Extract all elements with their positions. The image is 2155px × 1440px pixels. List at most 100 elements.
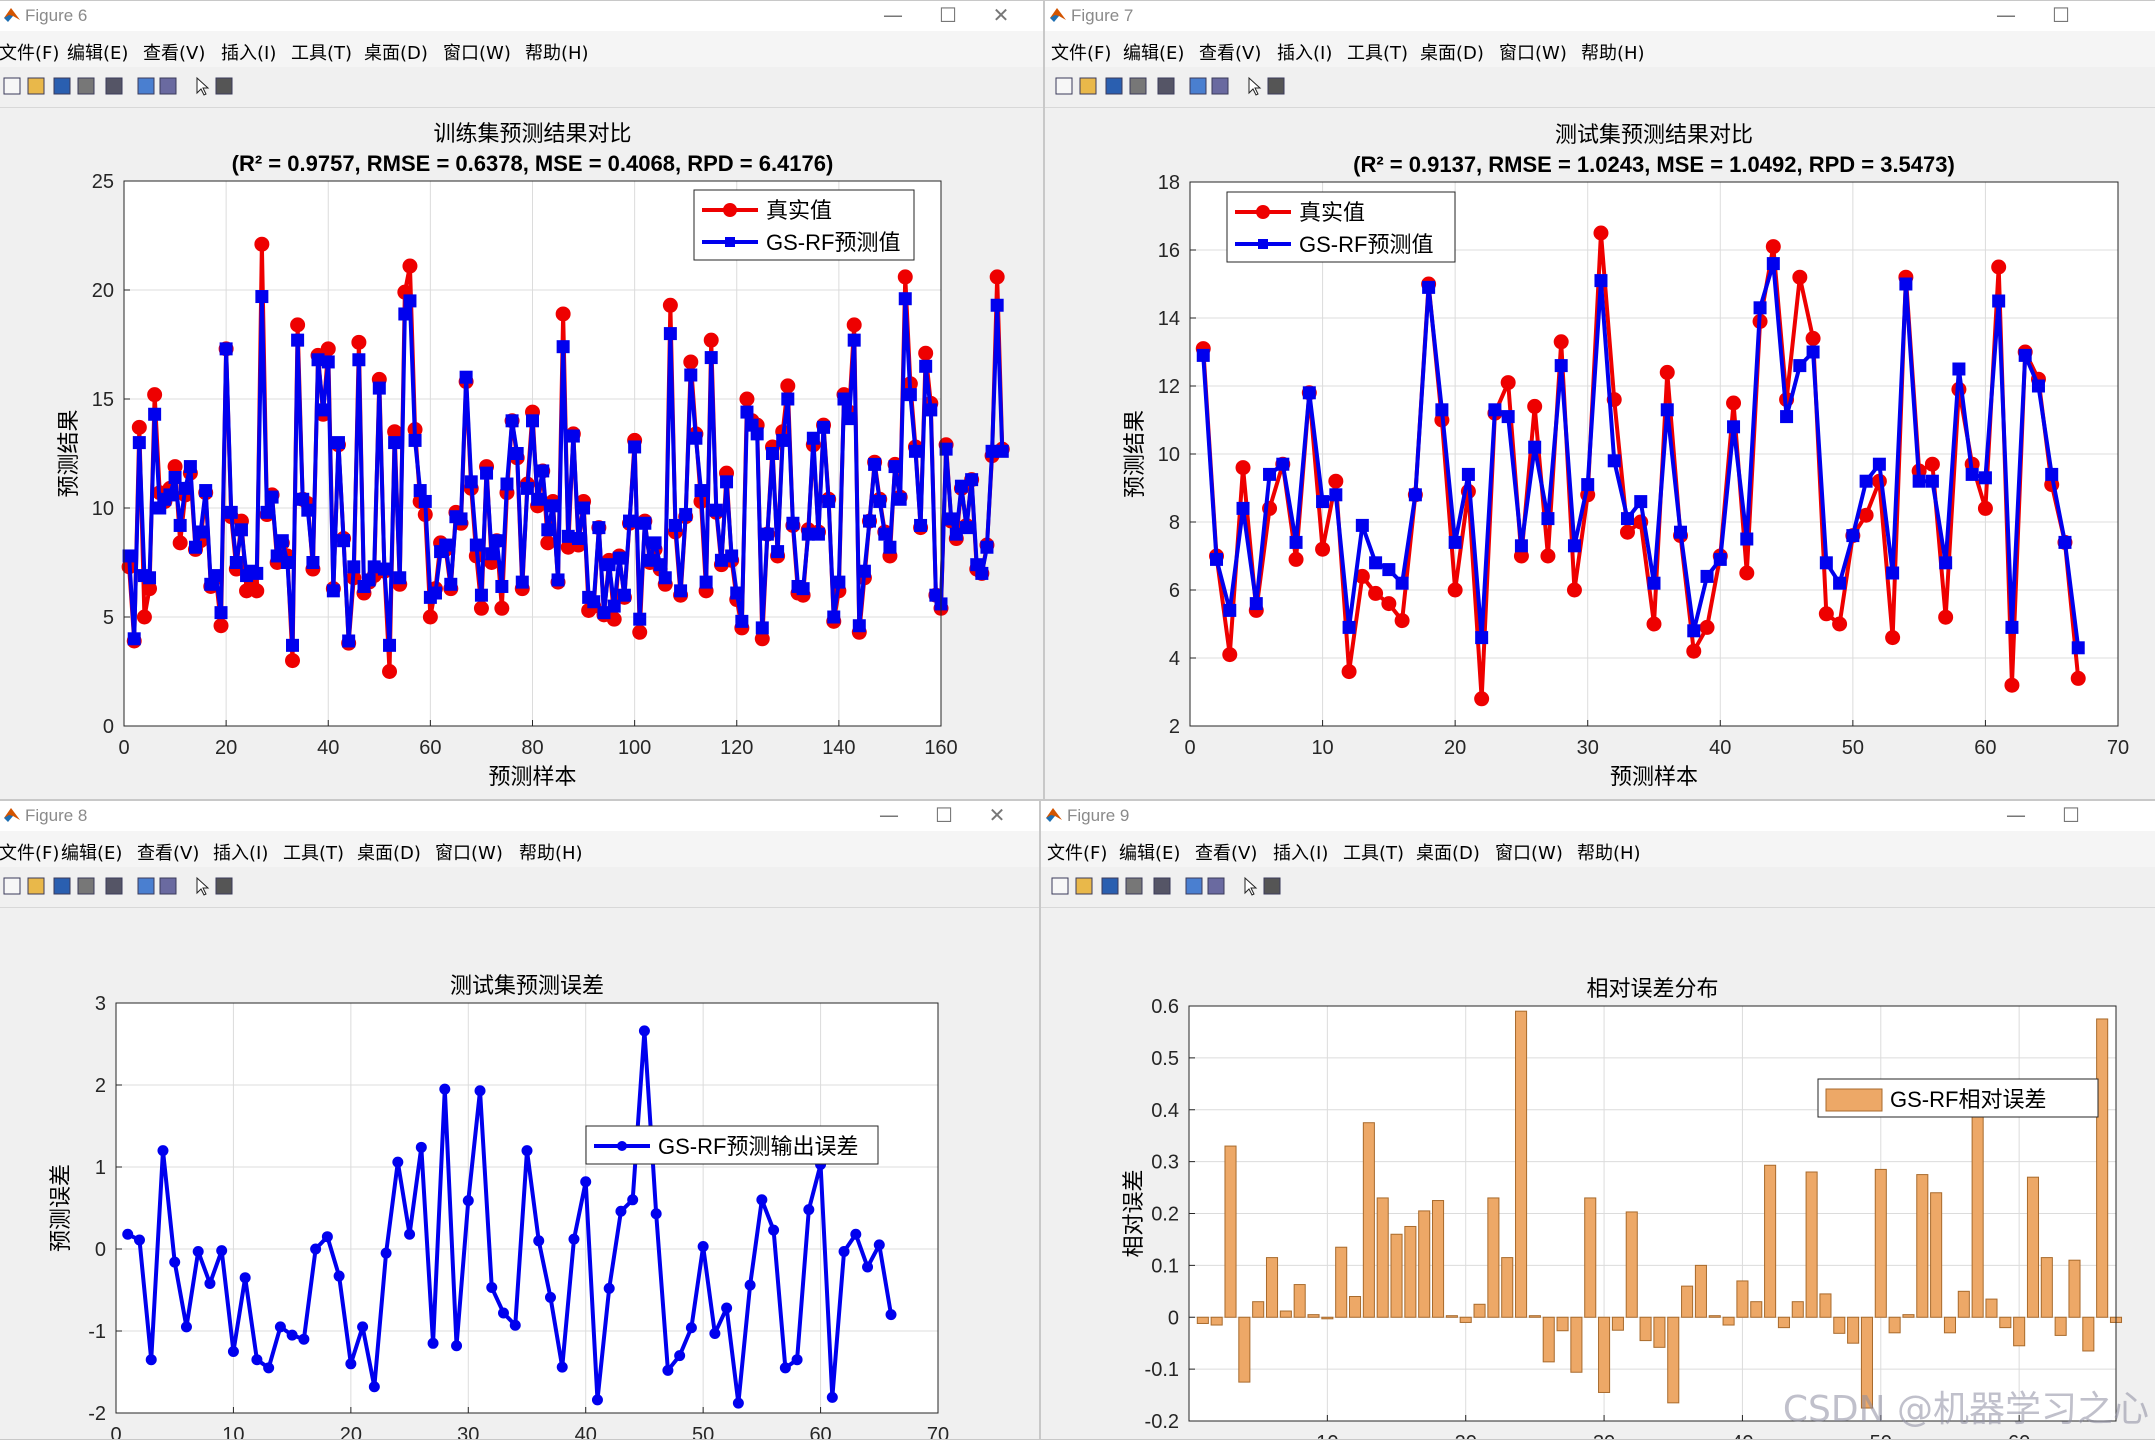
menu-window[interactable]: 窗口(W) — [435, 843, 503, 864]
menu-window[interactable]: 窗口(W) — [1499, 43, 1567, 64]
figure-6-window[interactable]: Figure 6 — ☐ ✕ 文件(F) 编辑(E) 查看(V) 插入(I) 工… — [0, 0, 1044, 800]
menu-file[interactable]: 文件(F) — [1047, 843, 1108, 864]
save-icon[interactable] — [51, 875, 73, 897]
property-inspector-icon[interactable] — [213, 75, 235, 97]
menu-insert[interactable]: 插入(I) — [1273, 843, 1329, 864]
menu-window[interactable]: 窗口(W) — [1495, 843, 1563, 864]
property-inspector-icon[interactable] — [1261, 875, 1283, 897]
colorbar-icon[interactable] — [135, 75, 157, 97]
menu-edit[interactable]: 编辑(E) — [1123, 43, 1185, 64]
new-file-icon[interactable] — [1049, 875, 1071, 897]
menu-view[interactable]: 查看(V) — [137, 843, 200, 864]
menu-tools[interactable]: 工具(T) — [1347, 43, 1409, 64]
minimize-button[interactable]: — — [1996, 3, 2016, 27]
print-icon[interactable] — [75, 875, 97, 897]
save-icon[interactable] — [51, 75, 73, 97]
bar — [1598, 1316, 1611, 1393]
legend-icon[interactable] — [157, 875, 179, 897]
close-button[interactable]: ✕ — [992, 3, 1010, 27]
menu-file[interactable]: 文件(F) — [1051, 43, 1112, 64]
open-folder-icon[interactable] — [25, 75, 47, 97]
menu-edit[interactable]: 编辑(E) — [61, 843, 123, 864]
open-folder-icon[interactable] — [1077, 75, 1099, 97]
data-point — [1488, 403, 1502, 417]
new-file-icon[interactable] — [1, 875, 23, 897]
menu-tools[interactable]: 工具(T) — [283, 843, 345, 864]
legend-icon[interactable] — [1205, 875, 1227, 897]
maximize-button[interactable]: ☐ — [2062, 803, 2080, 827]
link-plot-icon[interactable] — [103, 75, 125, 97]
colorbar-icon[interactable] — [135, 875, 157, 897]
menu-view[interactable]: 查看(V) — [1195, 843, 1258, 864]
menu-file[interactable]: 文件(F) — [0, 43, 60, 64]
figure-9-window[interactable]: Figure 9 — ☐ 文件(F) 编辑(E) 查看(V) 插入(I) 工具(… — [1040, 800, 2155, 1440]
menu-insert[interactable]: 插入(I) — [1277, 43, 1333, 64]
legend-icon[interactable] — [1209, 75, 1231, 97]
print-icon[interactable] — [1123, 875, 1145, 897]
pointer-icon[interactable] — [191, 75, 213, 97]
data-point — [597, 606, 611, 620]
save-icon[interactable] — [1103, 75, 1125, 97]
pointer-icon[interactable] — [191, 875, 213, 897]
data-point — [697, 1241, 709, 1253]
title-bar[interactable]: Figure 9 — ☐ — [1041, 801, 2155, 831]
menu-view[interactable]: 查看(V) — [1199, 43, 1262, 64]
pointer-icon[interactable] — [1239, 875, 1261, 897]
data-point — [148, 407, 162, 421]
menu-insert[interactable]: 插入(I) — [221, 43, 277, 64]
menu-help[interactable]: 帮助(H) — [1581, 43, 1645, 64]
menu-help[interactable]: 帮助(H) — [525, 43, 589, 64]
menu-tools[interactable]: 工具(T) — [291, 43, 353, 64]
title-bar[interactable]: Figure 8 — ☐ ✕ — [0, 801, 1039, 831]
maximize-button[interactable]: ☐ — [935, 803, 953, 827]
menu-edit[interactable]: 编辑(E) — [67, 43, 129, 64]
link-plot-icon[interactable] — [1151, 875, 1173, 897]
train-comparison-chart: 0 20 40 60 80 100 120 140 160 0 5 10 15 20 25 训练集预测结果对比… — [56, 121, 1010, 789]
data-point — [638, 516, 652, 530]
bar — [1418, 1210, 1431, 1318]
data-point — [286, 1329, 298, 1341]
legend-icon[interactable] — [157, 75, 179, 97]
print-icon[interactable] — [75, 75, 97, 97]
menu-insert[interactable]: 插入(I) — [213, 843, 269, 864]
colorbar-icon[interactable] — [1183, 875, 1205, 897]
figure-7-window[interactable]: Figure 7 — ☐ 文件(F) 编辑(E) 查看(V) 插入(I) 工具(… — [1044, 0, 2155, 800]
new-file-icon[interactable] — [1053, 75, 1075, 97]
y-tick-label: 14 — [1158, 308, 1180, 330]
maximize-button[interactable]: ☐ — [2052, 3, 2070, 27]
menu-tools[interactable]: 工具(T) — [1343, 843, 1405, 864]
menu-view[interactable]: 查看(V) — [143, 43, 206, 64]
minimize-button[interactable]: — — [883, 3, 903, 27]
save-icon[interactable] — [1099, 875, 1121, 897]
title-bar[interactable]: Figure 6 — ☐ ✕ — [0, 1, 1043, 31]
bar — [1957, 1290, 1970, 1318]
menu-window[interactable]: 窗口(W) — [443, 43, 511, 64]
colorbar-icon[interactable] — [1187, 75, 1209, 97]
property-inspector-icon[interactable] — [213, 875, 235, 897]
menu-help[interactable]: 帮助(H) — [519, 843, 583, 864]
link-plot-icon[interactable] — [1155, 75, 1177, 97]
figure-8-window[interactable]: Figure 8 — ☐ ✕ 文件(F) 编辑(E) 查看(V) 插入(I) 工… — [0, 800, 1040, 1440]
menu-desktop[interactable]: 桌面(D) — [1416, 843, 1480, 864]
minimize-button[interactable]: — — [2006, 803, 2026, 827]
title-bar[interactable]: Figure 7 — ☐ — [1045, 1, 2155, 31]
minimize-button[interactable]: — — [879, 803, 899, 827]
menu-desktop[interactable]: 桌面(D) — [364, 43, 428, 64]
print-icon[interactable] — [1127, 75, 1149, 97]
property-inspector-icon[interactable] — [1265, 75, 1287, 97]
menu-desktop[interactable]: 桌面(D) — [357, 843, 421, 864]
data-point — [404, 1228, 416, 1240]
new-file-icon[interactable] — [1, 75, 23, 97]
legend: GS-RF相对误差 — [1817, 1078, 2099, 1118]
menu-help[interactable]: 帮助(H) — [1577, 843, 1641, 864]
menu-file[interactable]: 文件(F) — [0, 843, 60, 864]
close-button[interactable]: ✕ — [988, 803, 1006, 827]
maximize-button[interactable]: ☐ — [939, 3, 957, 27]
link-plot-icon[interactable] — [103, 875, 125, 897]
window-title: Figure 7 — [1071, 6, 1134, 25]
pointer-icon[interactable] — [1243, 75, 1265, 97]
open-folder-icon[interactable] — [1073, 875, 1095, 897]
menu-desktop[interactable]: 桌面(D) — [1420, 43, 1484, 64]
open-folder-icon[interactable] — [25, 875, 47, 897]
menu-edit[interactable]: 编辑(E) — [1119, 843, 1181, 864]
